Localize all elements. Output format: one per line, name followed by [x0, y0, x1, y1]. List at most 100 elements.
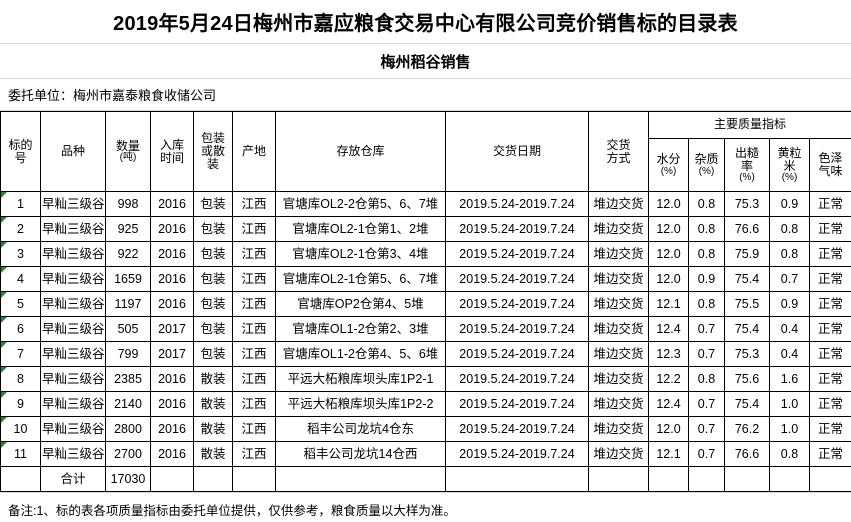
cell-brown-rice-rate: 75.4 — [724, 316, 770, 342]
cell-delivery-mode: 堆边交货 — [588, 241, 649, 267]
cell-yellow-grain: 0.8 — [769, 241, 810, 267]
cell-packaging: 散装 — [193, 366, 233, 392]
cell-lot-no: 4 — [0, 266, 41, 292]
cell-warehouse: 官塘库OL1-2仓第4、5、6堆 — [275, 341, 446, 367]
cell-delivery-date: 2019.5.24-2019.7.24 — [445, 291, 589, 317]
cell-moisture: 12.3 — [648, 341, 689, 367]
cell-impurity: 0.8 — [688, 241, 725, 267]
table-row: 4 早籼三级谷 1659 2016 包装 江西 官塘库OL2-1仓第5、6、7堆 2019.5… — [0, 266, 851, 292]
total-cell-delivery-date — [445, 466, 589, 492]
cell-brown-rice-rate: 75.4 — [724, 391, 770, 417]
footer-note: 备注:1、标的表各项质量指标由委托单位提供，仅供参考，粮食质量以大样为准。 — [8, 503, 456, 518]
cell-delivery-date: 2019.5.24-2019.7.24 — [445, 241, 589, 267]
cell-quantity: 799 — [105, 341, 151, 367]
cell-origin: 江西 — [232, 241, 276, 267]
table-row: 7 早籼三级谷 799 2017 包装 江西 官塘库OL1-2仓第4、5、6堆 2019.5.… — [0, 341, 851, 367]
cell-instore-time: 2016 — [150, 366, 194, 392]
consignor-row: 委托单位：梅州市嘉泰粮食收储公司 — [0, 79, 851, 111]
cell-instore-time: 2016 — [150, 216, 194, 242]
cell-impurity: 0.9 — [688, 266, 725, 292]
total-cell-brown-rice-rate — [724, 466, 770, 492]
cell-quantity: 925 — [105, 216, 151, 242]
cell-color-odor: 正常 — [808, 441, 851, 467]
cell-packaging: 包装 — [193, 341, 233, 367]
cell-warehouse: 官塘库OL2-1仓第5、6、7堆 — [275, 266, 446, 292]
cell-warehouse: 平远大柘粮库坝头库1P2-1 — [275, 366, 446, 392]
cell-variety: 早籼三级谷 — [40, 316, 106, 342]
cell-variety: 早籼三级谷 — [40, 441, 106, 467]
total-cell-moisture — [648, 466, 689, 492]
col-header-impurity: 杂质 (%) — [688, 138, 725, 192]
cell-instore-time: 2017 — [150, 316, 194, 342]
cell-yellow-grain: 0.4 — [769, 316, 810, 342]
cell-warehouse: 官塘库OL2-2仓第5、6、7堆 — [275, 191, 446, 217]
text-number-warning-icon — [1, 217, 7, 223]
cell-variety: 早籼三级谷 — [40, 391, 106, 417]
cell-delivery-mode: 堆边交货 — [588, 366, 649, 392]
total-row: 合计 17030 — [0, 466, 851, 492]
cell-packaging: 包装 — [193, 241, 233, 267]
cell-warehouse: 官塘库OL2-1仓第1、2堆 — [275, 216, 446, 242]
cell-quantity: 2140 — [105, 391, 151, 417]
col-header-yellow-grain: 黄粒 米 (%) — [769, 138, 810, 192]
cell-color-odor: 正常 — [808, 191, 851, 217]
cell-delivery-mode: 堆边交货 — [588, 191, 649, 217]
cell-lot-no: 2 — [0, 216, 41, 242]
cell-moisture: 12.0 — [648, 416, 689, 442]
cell-packaging: 包装 — [193, 191, 233, 217]
cell-impurity: 0.8 — [688, 216, 725, 242]
cell-quantity: 1197 — [105, 291, 151, 317]
cell-origin: 江西 — [232, 441, 276, 467]
cell-lot-no: 5 — [0, 291, 41, 317]
col-header-delivery-mode: 交货 方式 — [588, 111, 649, 192]
cell-delivery-date: 2019.5.24-2019.7.24 — [445, 316, 589, 342]
cell-color-odor: 正常 — [808, 391, 851, 417]
cell-lot-no: 6 — [0, 316, 41, 342]
cell-warehouse: 官塘库OP2仓第4、5堆 — [275, 291, 446, 317]
cell-origin: 江西 — [232, 341, 276, 367]
cell-variety: 早籼三级谷 — [40, 416, 106, 442]
lot-catalog-table: 标的 号 品种 数量 (吨) 入库 时间 包装 或散 装 产地 存 — [0, 111, 851, 492]
text-number-warning-icon — [1, 442, 7, 448]
cell-brown-rice-rate: 75.4 — [724, 266, 770, 292]
table-row: 8 早籼三级谷 2385 2016 散装 江西 平远大柘粮库坝头库1P2-1 2019.5.2… — [0, 366, 851, 392]
text-number-warning-icon — [1, 392, 7, 398]
cell-moisture: 12.0 — [648, 191, 689, 217]
page-subtitle: 梅州稻谷销售 — [380, 53, 471, 71]
cell-delivery-date: 2019.5.24-2019.7.24 — [445, 216, 589, 242]
cell-origin: 江西 — [232, 216, 276, 242]
cell-yellow-grain: 1.0 — [769, 416, 810, 442]
cell-delivery-date: 2019.5.24-2019.7.24 — [445, 341, 589, 367]
cell-packaging: 散装 — [193, 391, 233, 417]
document-title-row: 2019年5月24日梅州市嘉应粮食交易中心有限公司竞价销售标的目录表 — [0, 0, 851, 44]
cell-brown-rice-rate: 75.3 — [724, 341, 770, 367]
col-header-brown-rice-rate: 出糙 率 (%) — [724, 138, 770, 192]
cell-brown-rice-rate: 75.9 — [724, 241, 770, 267]
cell-lot-no: 1 — [0, 191, 41, 217]
cell-instore-time: 2016 — [150, 266, 194, 292]
cell-warehouse: 稻丰公司龙坑14仓西 — [275, 441, 446, 467]
cell-color-odor: 正常 — [808, 241, 851, 267]
cell-quantity: 2700 — [105, 441, 151, 467]
cell-packaging: 包装 — [193, 291, 233, 317]
cell-impurity: 0.8 — [688, 366, 725, 392]
cell-variety: 早籼三级谷 — [40, 241, 106, 267]
cell-instore-time: 2016 — [150, 441, 194, 467]
total-cell-color-odor — [808, 466, 851, 492]
table-row: 5 早籼三级谷 1197 2016 包装 江西 官塘库OP2仓第4、5堆 2019.5.24-… — [0, 291, 851, 317]
cell-origin: 江西 — [232, 316, 276, 342]
cell-moisture: 12.2 — [648, 366, 689, 392]
cell-lot-no: 7 — [0, 341, 41, 367]
document-subtitle-row: 梅州稻谷销售 — [0, 44, 851, 79]
cell-variety: 早籼三级谷 — [40, 191, 106, 217]
cell-packaging: 包装 — [193, 216, 233, 242]
text-number-warning-icon — [1, 417, 7, 423]
cell-moisture: 12.0 — [648, 266, 689, 292]
cell-color-odor: 正常 — [808, 316, 851, 342]
cell-packaging: 包装 — [193, 316, 233, 342]
cell-color-odor: 正常 — [808, 266, 851, 292]
cell-moisture: 12.0 — [648, 241, 689, 267]
page-title: 2019年5月24日梅州市嘉应粮食交易中心有限公司竞价销售标的目录表 — [113, 13, 738, 35]
cell-lot-no: 3 — [0, 241, 41, 267]
col-header-packaging: 包装 或散 装 — [193, 111, 233, 192]
